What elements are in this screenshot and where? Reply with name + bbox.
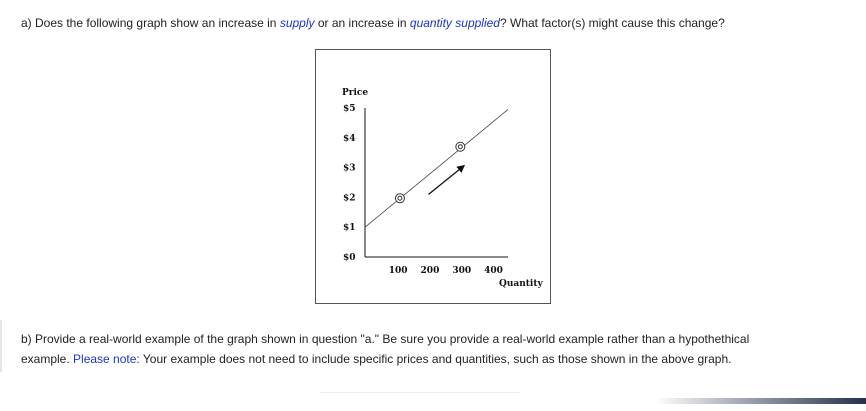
supply-term: supply — [279, 16, 315, 30]
question-b-line2-prefix: example. — [21, 352, 74, 366]
supply-graph-svg: Price $5 $4 $3 $2 $1 $0 100 200 300 400 Quantity — [342, 88, 543, 289]
quantity-supplied-term: quantity supplied — [409, 16, 500, 30]
question-b-line1: b) Provide a real-world example of the g… — [21, 332, 750, 346]
question-a-suffix: ? What factor(s) might cause this change… — [499, 16, 725, 30]
x-tick-label: 300 — [452, 266, 471, 276]
footer-divider — [320, 392, 520, 393]
data-point-inner — [457, 144, 463, 150]
y-tick-label: $5 — [343, 104, 356, 114]
y-tick-label: $2 — [343, 193, 356, 203]
question-b-block — [0, 320, 866, 372]
supply-graph: Price $5 $4 $3 $2 $1 $0 100 200 300 400 Quantity — [315, 49, 551, 304]
question-a: a) Does the following graph show an incr… — [21, 15, 725, 31]
question-a-mid: or an increase in — [314, 16, 410, 30]
y-tick-label: $3 — [343, 164, 356, 174]
arrow-icon — [428, 164, 466, 195]
question-b-line2: example. Please note: Your example does … — [21, 351, 731, 367]
please-note-label: Please note: — [73, 352, 140, 366]
movement-arrow — [428, 164, 466, 195]
supply-curve — [364, 109, 509, 228]
y-tick-labels: $5 $4 $3 $2 $1 $0 — [343, 104, 356, 263]
x-tick-label: 400 — [484, 266, 503, 276]
x-axis-title: Quantity — [499, 279, 543, 289]
y-axis-title: Price — [342, 88, 368, 98]
supply-series — [364, 109, 509, 228]
y-tick-label: $1 — [343, 223, 356, 233]
x-tick-labels: 100 200 300 400 — [389, 266, 503, 276]
y-tick-label: $0 — [343, 253, 356, 263]
data-point-inner — [397, 195, 403, 201]
question-a-prefix: a) Does the following graph show an incr… — [21, 16, 280, 30]
supply-points — [394, 141, 466, 204]
data-point — [394, 193, 405, 204]
x-tick-label: 100 — [389, 266, 408, 276]
question-b-line2-suffix: Your example does not need to include sp… — [139, 352, 732, 366]
x-tick-label: 200 — [421, 266, 440, 276]
footer-bar — [655, 398, 866, 404]
y-tick-label: $4 — [343, 134, 356, 144]
data-point — [455, 141, 466, 152]
